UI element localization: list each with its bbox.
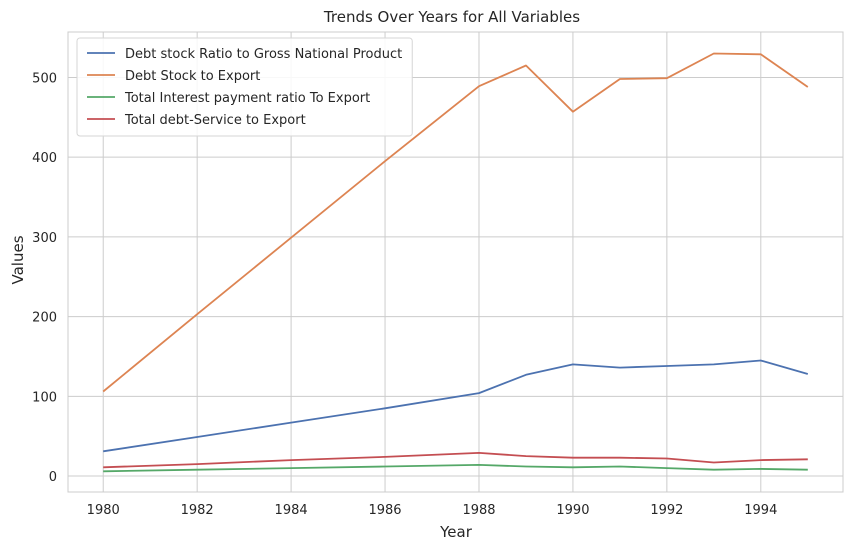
series-line-2 [102,52,809,393]
y-tick-label: 500 [32,71,57,86]
y-axis-ticks: 0 100 200 300 400 500 [32,71,57,485]
x-tick-label: 1992 [650,503,683,518]
x-tick-label: 1984 [275,503,308,518]
y-axis-title: Values [9,235,27,284]
legend-label: Debt Stock to Export [125,69,260,84]
y-tick-label: 0 [49,470,57,485]
x-tick-label: 1988 [462,503,495,518]
series-line-1 [103,359,809,453]
x-tick-label: 1990 [556,503,589,518]
legend-box [76,37,413,137]
x-axis-ticks: 1980 1982 1984 1986 1988 1990 1992 1994 [87,503,778,518]
x-tick-label: 1986 [368,503,401,518]
y-tick-label: 400 [32,151,57,166]
legend-label: Total Interest payment ratio To Export [124,91,370,106]
x-tick-label: 1994 [744,503,777,518]
chart-title: Trends Over Years for All Variables [323,8,580,26]
x-tick-label: 1982 [181,503,214,518]
legend-label: Total debt-Service to Export [124,113,306,128]
x-tick-label: 1980 [87,503,120,518]
y-tick-label: 300 [32,231,57,246]
y-tick-label: 100 [32,390,57,405]
y-tick-label: 200 [32,311,57,326]
legend: Debt stock Ratio to Gross National Produ… [76,37,413,137]
series-line-3 [103,463,808,473]
plot-area [67,31,844,493]
series-line-4 [103,451,808,469]
series-lines [102,52,809,473]
x-axis-title: Year [439,523,473,541]
grid [68,32,843,492]
legend-label: Debt stock Ratio to Gross National Produ… [125,47,402,62]
